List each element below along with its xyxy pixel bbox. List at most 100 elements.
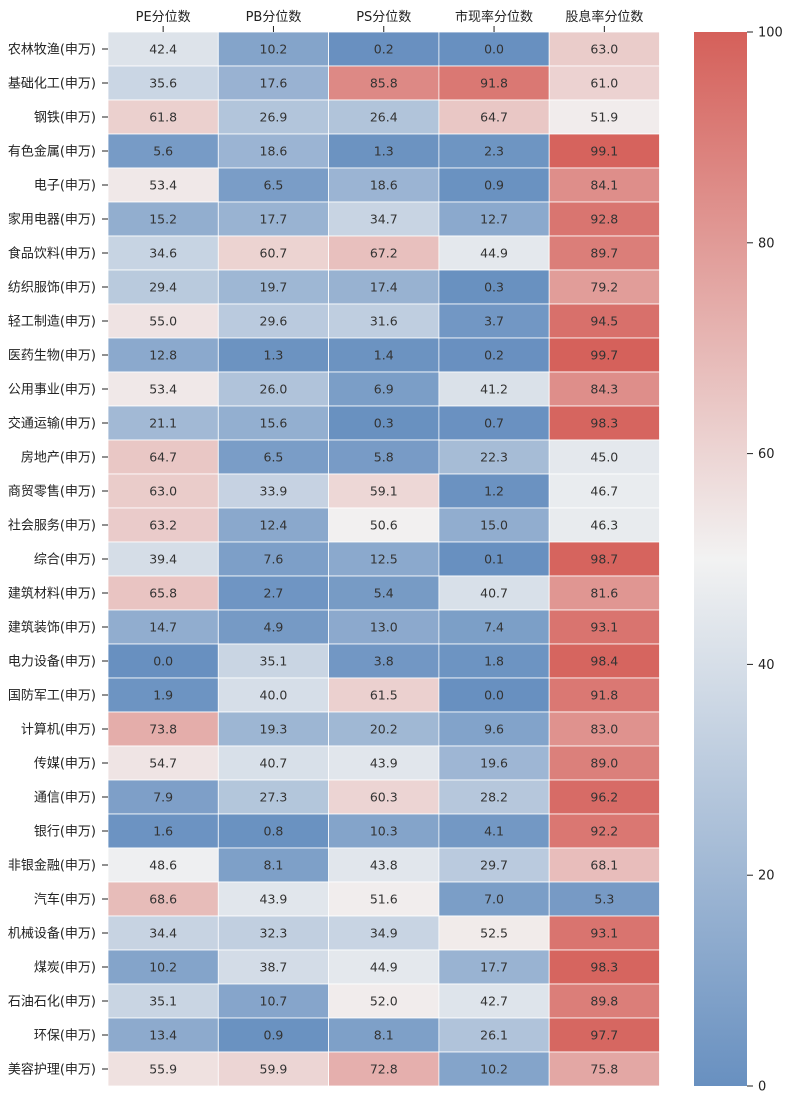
- cell-value-label: 45.0: [590, 450, 618, 465]
- cell-value-label: 54.7: [149, 756, 177, 771]
- heatmap-cell: [328, 575, 440, 611]
- row-label: 机械设备(申万): [8, 926, 96, 942]
- heatmap-cell: [548, 643, 660, 679]
- row-label: 通信(申万): [34, 791, 96, 806]
- heatmap-cell: [438, 881, 550, 917]
- heatmap-cell: [438, 133, 550, 169]
- heatmap-cell: [328, 847, 440, 883]
- heatmap-cell: [438, 1051, 550, 1087]
- cell-value-label: 53.4: [149, 178, 177, 193]
- cell-value-label: 0.2: [374, 42, 394, 57]
- row-label: 社会服务(申万): [8, 518, 96, 534]
- cell-value-label: 14.7: [149, 620, 177, 635]
- cell-value-label: 35.6: [149, 76, 177, 91]
- heatmap-cell: [217, 201, 330, 237]
- heatmap-cell: [548, 167, 660, 203]
- cell-value-label: 2.7: [264, 586, 284, 601]
- heatmap-cell: [548, 1017, 660, 1053]
- heatmap-cell: [438, 813, 550, 849]
- heatmap-cell: [107, 541, 219, 577]
- cell-value-label: 10.7: [260, 994, 288, 1009]
- row-label: 公用事业(申万): [8, 383, 96, 398]
- heatmap-cell: [328, 507, 440, 543]
- row-label: 美容护理(申万): [8, 1062, 96, 1078]
- heatmap-cell: [438, 541, 550, 577]
- cell-value-label: 79.2: [590, 280, 618, 295]
- heatmap-cell: [548, 303, 660, 339]
- cell-value-label: 68.1: [590, 858, 618, 873]
- cell-value-label: 40.7: [260, 756, 288, 771]
- heatmap-cell: [328, 133, 440, 169]
- heatmap-cell: [217, 167, 330, 203]
- cell-value-label: 2.3: [484, 144, 504, 159]
- heatmap-cell: [548, 541, 660, 577]
- heatmap-cell: [328, 745, 440, 781]
- cell-value-label: 34.6: [149, 246, 177, 261]
- column-label: PS分位数: [356, 10, 411, 25]
- heatmap-cell: [217, 1017, 330, 1053]
- cell-value-label: 12.4: [260, 518, 288, 533]
- colorbar-ticks: 0 20 40 60 80 100: [747, 26, 783, 1095]
- cell-value-label: 65.8: [149, 586, 177, 601]
- cell-value-label: 48.6: [149, 858, 177, 873]
- row-label: 石油石化(申万): [8, 995, 96, 1010]
- row-label: 非银金融(申万): [8, 858, 96, 874]
- row-label: 电力设备(申万): [8, 654, 96, 670]
- heatmap-cell: [438, 99, 550, 135]
- heatmap-cell: [217, 847, 330, 883]
- heatmap-cell: [328, 269, 440, 305]
- cell-value-label: 59.1: [370, 484, 398, 499]
- row-label: 轻工制造(申万): [8, 315, 96, 330]
- cell-value-label: 0.0: [484, 42, 504, 57]
- row-label: 食品饮料(申万): [8, 246, 96, 262]
- cell-value-label: 46.7: [590, 484, 618, 499]
- heatmap-cell: [107, 371, 219, 407]
- row-label: 银行(申万): [34, 825, 96, 840]
- colorbar-tick-label: 20: [758, 869, 775, 884]
- colorbar-tick-label: 80: [758, 236, 775, 251]
- row-label: 计算机(申万): [21, 723, 96, 738]
- row-label: 商贸零售(申万): [8, 484, 96, 500]
- heatmap-cell: [328, 473, 440, 509]
- heatmap-cell: [217, 31, 330, 67]
- row-label: 交通运输(申万): [8, 416, 96, 432]
- heatmap-cell: [328, 609, 440, 645]
- cell-value-label: 38.7: [260, 960, 288, 975]
- cell-value-label: 17.7: [480, 960, 508, 975]
- cell-value-label: 89.8: [590, 994, 618, 1009]
- cell-value-label: 39.4: [149, 552, 177, 567]
- heatmap-cell: [328, 983, 440, 1019]
- cell-value-label: 12.7: [480, 212, 508, 227]
- cell-value-label: 61.0: [590, 76, 618, 91]
- heatmap-cell: [328, 201, 440, 237]
- cell-value-label: 46.3: [590, 518, 618, 533]
- cell-value-label: 21.1: [149, 416, 177, 431]
- heatmap-cell: [438, 405, 550, 441]
- cell-value-label: 8.1: [264, 858, 284, 873]
- heatmap-cell: [548, 201, 660, 237]
- heatmap-cell: [107, 847, 219, 883]
- cell-value-label: 7.6: [264, 552, 284, 567]
- row-label: 建筑装饰(申万): [8, 620, 96, 636]
- cell-value-label: 10.2: [149, 960, 177, 975]
- cell-value-label: 27.3: [260, 790, 288, 805]
- cell-value-label: 68.6: [149, 892, 177, 907]
- heatmap-cell: [328, 65, 440, 101]
- cell-value-label: 60.3: [370, 790, 398, 805]
- heatmap-cell: [107, 881, 219, 917]
- cell-value-label: 6.5: [264, 450, 284, 465]
- cell-value-label: 33.9: [260, 484, 288, 499]
- heatmap-cell: [217, 541, 330, 577]
- heatmap-cell: [438, 507, 550, 543]
- heatmap-cell: [217, 303, 330, 339]
- row-label: 传媒(申万): [34, 757, 96, 772]
- heatmap-cell: [548, 473, 660, 509]
- column-label: PB分位数: [246, 10, 302, 25]
- heatmap-cell: [548, 813, 660, 849]
- cell-value-label: 64.7: [149, 450, 177, 465]
- cell-value-label: 12.8: [149, 348, 177, 363]
- cell-value-label: 4.1: [484, 824, 504, 839]
- cell-value-label: 1.2: [484, 484, 504, 499]
- heatmap-cell: [107, 167, 219, 203]
